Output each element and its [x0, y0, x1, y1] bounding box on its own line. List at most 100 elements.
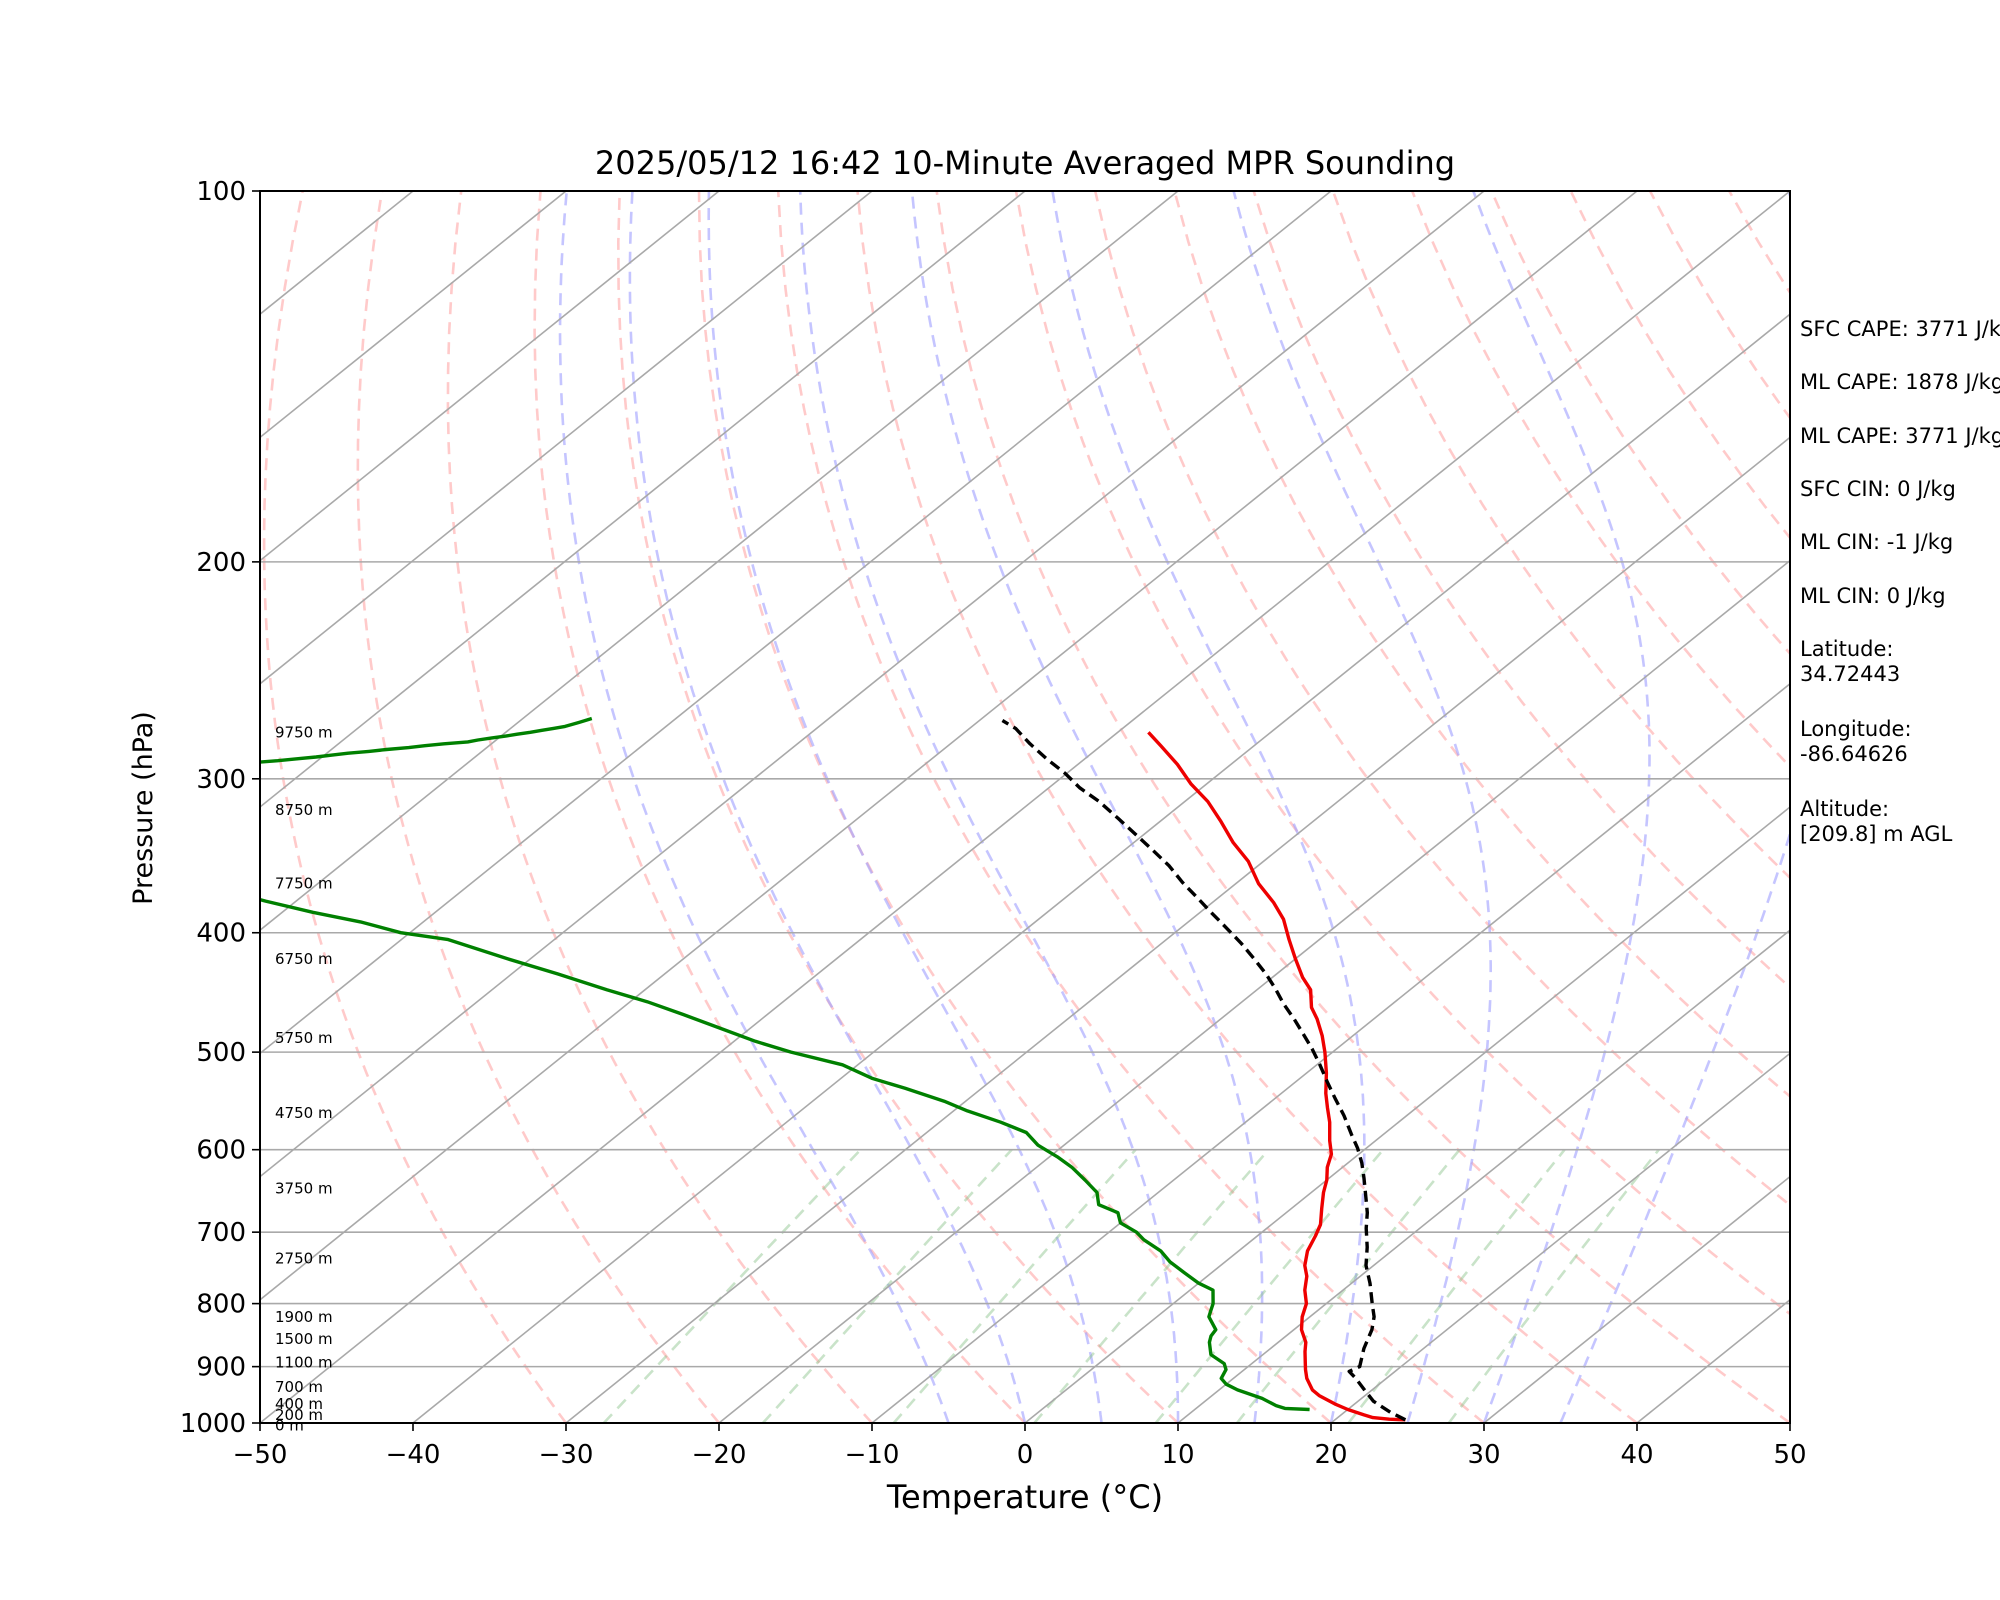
y-tick-label: 1000	[180, 1409, 246, 1439]
dry-adiabat	[935, 191, 1790, 1423]
isotherm	[260, 191, 720, 562]
isotherm	[260, 191, 1179, 932]
isotherm	[260, 191, 1638, 1301]
dry-adiabat	[1410, 191, 1790, 769]
height-label: 1100 m	[275, 1353, 333, 1371]
isotherm	[260, 191, 1485, 1178]
reference-lines	[260, 191, 1790, 1423]
dewpoint-line	[260, 716, 1310, 1412]
isotherm	[260, 191, 1790, 1423]
height-labels: 9750 m 8750 m 7750 m 6750 m 5750 m 4750 m 3750…	[275, 723, 333, 1434]
isotherm	[1330, 1052, 1790, 1423]
height-label: 8750 m	[275, 801, 333, 819]
y-tick-label: 100	[196, 177, 246, 207]
mixing-ratio-line	[1235, 1148, 1461, 1423]
moist-adiabat	[1472, 191, 1651, 1423]
x-axis-ticks: −50 −40 −30 −20 −10 0 10 20 30 40 50	[233, 1423, 1807, 1470]
y-tick-label: 400	[196, 919, 246, 949]
height-label: 7750 m	[275, 875, 333, 893]
y-tick-label: 700	[196, 1218, 246, 1248]
dry-adiabat	[856, 191, 1638, 1423]
height-label: 700 m	[275, 1378, 323, 1396]
stat-ml-cape: ML CAPE: 1878 J/kg	[1800, 370, 2000, 394]
x-tick-label: −40	[386, 1440, 441, 1470]
height-label: 5750 m	[275, 1029, 333, 1047]
height-label: 1500 m	[275, 1330, 333, 1348]
isotherm	[260, 191, 873, 685]
isotherm	[871, 682, 1790, 1423]
dry-adiabat	[776, 191, 1485, 1423]
height-label: 1900 m	[275, 1308, 333, 1326]
mixing-ratio-line	[602, 1148, 862, 1423]
y-axis-ticks: 1000 900 800 700 600 500 400 300 200 100	[180, 177, 260, 1439]
moist-adiabat	[910, 191, 1264, 1423]
x-tick-label: −10	[845, 1440, 900, 1470]
temperature-line	[1147, 731, 1406, 1422]
moist-adiabat	[798, 191, 1180, 1423]
dry-adiabat	[446, 191, 873, 1423]
x-tick-label: 20	[1314, 1440, 1347, 1470]
moist-adiabat	[1559, 191, 1790, 1423]
dry-adiabat	[1252, 191, 1790, 990]
height-label: 3750 m	[275, 1179, 333, 1197]
stat-ml-cin-2: ML CIN: 0 J/kg	[1800, 584, 1946, 608]
mixing-ratio-line	[1447, 1148, 1660, 1423]
isotherm	[1024, 805, 1790, 1423]
y-tick-label: 500	[196, 1038, 246, 1068]
x-tick-label: −30	[539, 1440, 594, 1470]
moist-adiabat	[628, 191, 1027, 1423]
parcel-line	[1001, 719, 1407, 1422]
x-tick-label: −20	[692, 1440, 747, 1470]
isotherm	[1177, 929, 1790, 1423]
isotherm	[412, 313, 1790, 1423]
isotherm	[565, 436, 1790, 1423]
isotherm	[1483, 1175, 1790, 1423]
y-tick-label: 200	[196, 548, 246, 578]
mixing-ratio-line	[1154, 1148, 1385, 1423]
mixing-ratio-line	[761, 1148, 1013, 1423]
x-tick-label: 30	[1467, 1440, 1500, 1470]
x-tick-label: 40	[1620, 1440, 1653, 1470]
moist-adiabat	[1051, 191, 1366, 1423]
stat-longitude: Longitude: -86.64626	[1800, 717, 1912, 766]
isotherm	[260, 191, 1332, 1055]
isotherm	[260, 191, 567, 439]
height-label: 400 m	[275, 1395, 323, 1413]
stat-ml-cin: ML CIN: -1 J/kg	[1800, 530, 1954, 554]
moist-adiabat	[558, 191, 950, 1423]
chart-title: 2025/05/12 16:42 10-Minute Averaged MPR …	[595, 144, 1455, 182]
mixing-ratio-line	[1033, 1148, 1270, 1423]
y-tick-label: 300	[196, 765, 246, 795]
stat-ml-cape-2: ML CAPE: 3771 J/kg	[1800, 424, 2000, 448]
dry-adiabat	[533, 191, 1026, 1423]
x-tick-label: −50	[233, 1440, 288, 1470]
isotherm	[260, 191, 1026, 809]
y-tick-label: 800	[196, 1290, 246, 1320]
dry-adiabat	[356, 191, 721, 1423]
height-label: 200 m	[275, 1406, 323, 1424]
stat-altitude: Altitude: [209.8] m AGL	[1800, 797, 1953, 846]
stat-latitude: Latitude: 34.72443	[1800, 637, 1901, 686]
y-tick-label: 900	[196, 1353, 246, 1383]
moist-adiabat	[1232, 191, 1492, 1423]
dry-adiabat	[616, 191, 1179, 1423]
moist-adiabat	[707, 191, 1103, 1423]
profile-lines	[260, 716, 1407, 1422]
height-label: 2750 m	[275, 1249, 333, 1267]
dry-adiabat	[1014, 191, 1790, 1316]
dry-adiabat	[697, 191, 1332, 1423]
stat-sfc-cape: SFC CAPE: 3771 J/kg	[1800, 317, 2000, 341]
y-tick-label: 600	[196, 1136, 246, 1166]
x-tick-label: 0	[1017, 1440, 1034, 1470]
mixing-ratio-line	[892, 1148, 1137, 1423]
dry-adiabat	[1331, 191, 1790, 880]
height-label: 9750 m	[275, 723, 333, 741]
x-tick-label: 50	[1773, 1440, 1806, 1470]
isotherm	[718, 559, 1790, 1423]
x-tick-label: 10	[1161, 1440, 1194, 1470]
height-label: 4750 m	[275, 1104, 333, 1122]
stat-sfc-cin: SFC CIN: 0 J/kg	[1800, 477, 1956, 501]
height-label: 0 m	[275, 1417, 304, 1435]
dry-adiabat	[262, 191, 568, 1423]
